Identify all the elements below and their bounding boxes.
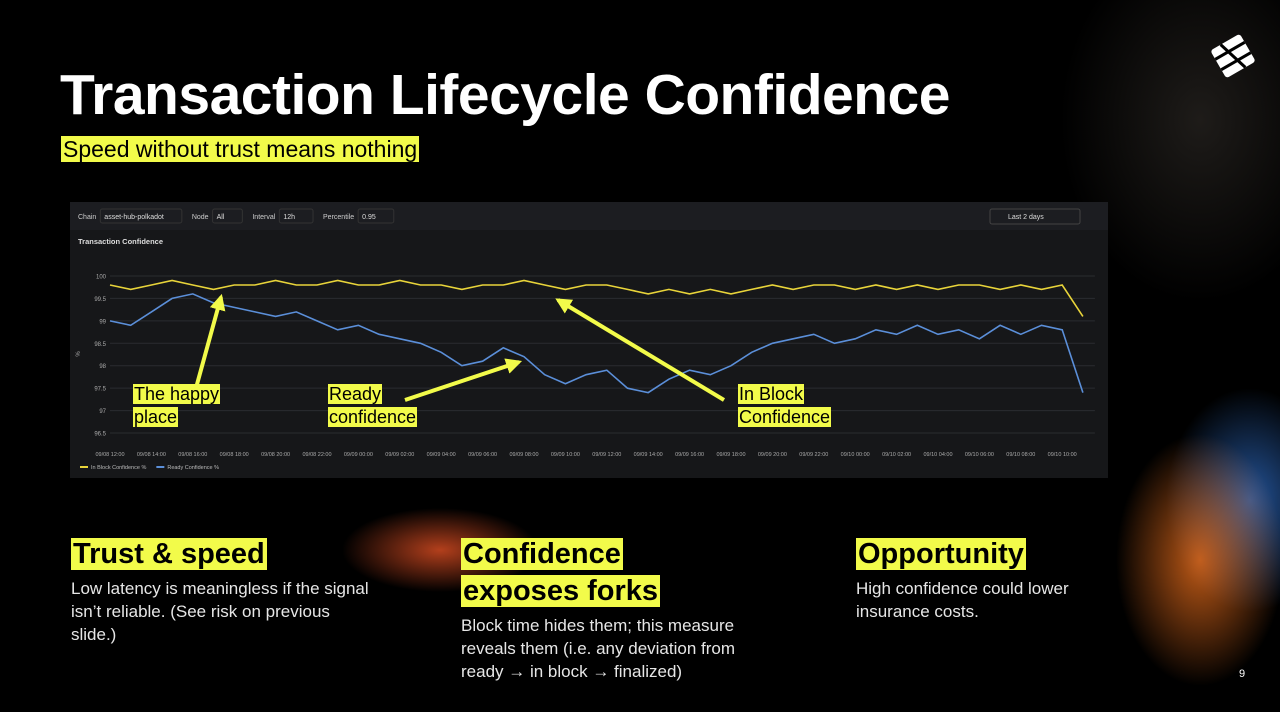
arrow	[555, 298, 726, 402]
time-range: Last 2 days	[1008, 214, 1044, 221]
x-tick-label: 09/08 20:00	[261, 452, 290, 458]
x-tick-label: 09/09 22:00	[799, 452, 828, 458]
arrow	[194, 293, 226, 389]
y-tick-label: 100	[96, 274, 107, 280]
slide-title: Transaction Lifecycle Confidence	[60, 63, 950, 127]
filter-label: Percentile	[323, 214, 354, 221]
filter-value: 12h	[283, 214, 295, 221]
annotation-text: Ready confidence	[328, 384, 418, 427]
filter-label: Node	[192, 214, 209, 221]
heading-text: Confidence exposes forks	[461, 538, 661, 607]
time-range-button[interactable]	[989, 208, 1081, 225]
filter-box	[278, 208, 314, 224]
filter-box	[99, 208, 183, 224]
filter-value: asset-hub-polkadot	[104, 214, 164, 221]
x-tick-label: 09/08 18:00	[220, 452, 249, 458]
filter-value: All	[217, 214, 225, 221]
x-tick-label: 09/08 16:00	[178, 452, 207, 458]
x-tick-label: 09/10 06:00	[965, 452, 994, 458]
column-heading: Confidence exposes forks	[461, 536, 721, 610]
x-tick-label: 09/09 00:00	[344, 452, 373, 458]
chart: Chain asset-hub-polkadot Node All Interval 12…	[70, 202, 1108, 471]
column: Confidence exposes forks Block time hides…	[461, 536, 781, 683]
annotation: Ready confidence	[328, 383, 418, 429]
y-tick-label: 98.5	[94, 342, 106, 348]
toolbar	[70, 202, 1108, 230]
filter-label: Interval	[252, 214, 275, 221]
x-tick-label: 09/08 12:00	[95, 452, 124, 458]
x-tick-label: 09/09 12:00	[592, 452, 621, 458]
annotation-text: The happy place	[133, 384, 221, 427]
filter-box	[357, 208, 395, 224]
annotation: The happy place	[133, 383, 221, 429]
column-heading: Opportunity	[856, 536, 1116, 573]
series-line	[109, 279, 1084, 317]
x-tick-label: 09/09 08:00	[509, 452, 538, 458]
series-line	[109, 293, 1084, 394]
filter-label: Chain	[78, 214, 96, 221]
x-tick-label: 09/09 18:00	[716, 452, 745, 458]
x-tick-label: 09/10 00:00	[841, 452, 870, 458]
dashboard-panel: Chain asset-hub-polkadot Node All Interval 12…	[70, 202, 1108, 478]
x-tick-label: 09/09 02:00	[385, 452, 414, 458]
y-tick-label: 99.5	[94, 297, 106, 303]
x-tick-label: 09/09 14:00	[634, 452, 663, 458]
y-tick-label: 99	[99, 319, 106, 325]
y-tick-label: 98	[99, 364, 106, 370]
y-axis-label: %	[76, 351, 82, 357]
heading-text: Trust & speed	[71, 538, 267, 570]
panel-title: Transaction Confidence	[78, 237, 163, 246]
column-body: Block time hides them; this measure reve…	[461, 616, 736, 681]
x-tick-label: 09/09 20:00	[758, 452, 787, 458]
x-tick-label: 09/10 08:00	[1006, 452, 1035, 458]
annotation: In Block Confidence	[738, 383, 832, 429]
page-number: 9	[1239, 668, 1246, 680]
x-tick-label: 09/10 02:00	[882, 452, 911, 458]
y-tick-label: 97.5	[94, 387, 106, 393]
arrow	[404, 358, 523, 402]
logo	[1211, 34, 1255, 78]
legend-label: Ready Confidence %	[167, 465, 219, 471]
subtitle: Speed without trust means nothing	[61, 136, 420, 163]
subtitle-text: Speed without trust means nothing	[61, 136, 420, 162]
column: Trust & speed Low latency is meaningless …	[71, 536, 371, 646]
y-tick-label: 97	[99, 409, 106, 415]
filter-box	[212, 208, 243, 224]
legend-label: In Block Confidence %	[91, 465, 146, 471]
x-tick-label: 09/10 10:00	[1048, 452, 1077, 458]
y-tick-label: 96.5	[94, 432, 106, 438]
column-body: High confidence could lower insurance co…	[856, 579, 1069, 621]
column-heading: Trust & speed	[71, 536, 371, 573]
x-tick-label: 09/09 06:00	[468, 452, 497, 458]
x-tick-label: 09/09 16:00	[675, 452, 704, 458]
annotation-text: In Block Confidence	[738, 384, 832, 427]
column-body: Low latency is meaningless if the signal…	[71, 579, 369, 644]
heading-text: Opportunity	[856, 538, 1026, 570]
x-tick-label: 09/10 04:00	[923, 452, 952, 458]
x-tick-label: 09/08 14:00	[137, 452, 166, 458]
column: Opportunity High confidence could lower i…	[856, 536, 1116, 623]
x-tick-label: 09/09 10:00	[551, 452, 580, 458]
x-tick-label: 09/08 22:00	[302, 452, 331, 458]
filter-value: 0.95	[362, 214, 376, 221]
x-tick-label: 09/09 04:00	[427, 452, 456, 458]
